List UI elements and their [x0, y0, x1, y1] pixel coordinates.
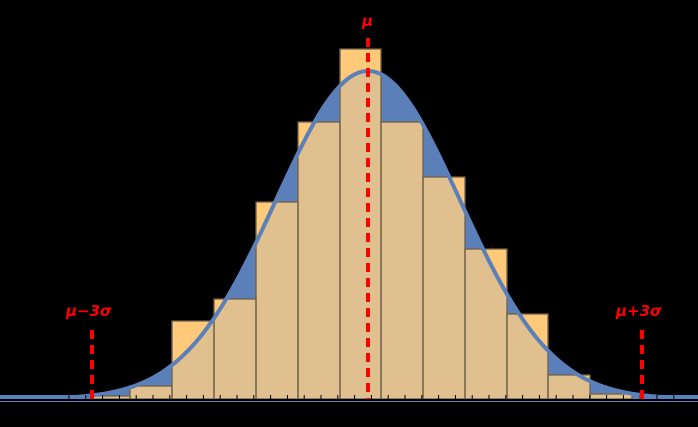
histogram-bar-overlap — [130, 386, 172, 399]
x-axis-ticks — [68, 395, 675, 399]
mu-label: μ — [361, 12, 373, 30]
histogram-bar-overlap — [340, 71, 381, 399]
histogram-bar-overlap — [214, 299, 256, 399]
sigma-markers — [90, 38, 644, 399]
histogram-bar-overlap — [381, 122, 423, 399]
histogram-bars-overlap — [90, 71, 632, 399]
histogram-bar-overlap — [590, 394, 632, 399]
normal-curve-line — [0, 68, 698, 399]
mu-plus-3sigma-label: μ+3σ — [615, 302, 662, 320]
histogram-bar-overlap — [298, 122, 340, 399]
mu-minus-3sigma-label: μ−3σ — [65, 302, 112, 320]
histogram-bar-overlap — [90, 396, 130, 399]
histogram-bar-overlap — [256, 202, 298, 399]
histogram-bar-overlap — [423, 177, 465, 399]
